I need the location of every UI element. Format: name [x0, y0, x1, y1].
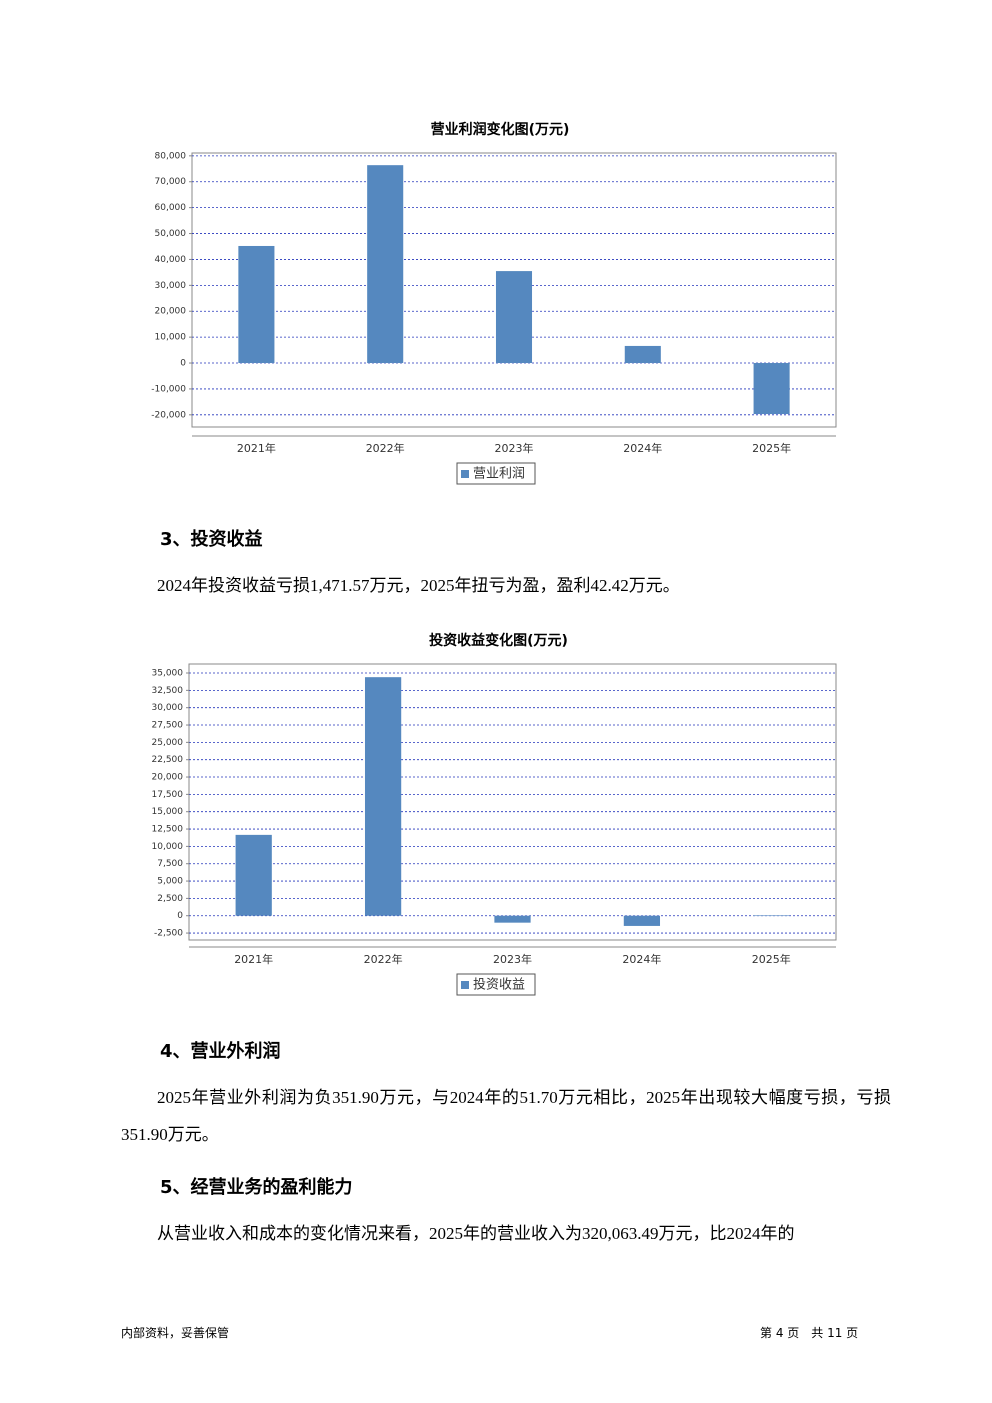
- y-tick-label: 80,000: [155, 151, 187, 161]
- x-tick-label: 2024年: [623, 441, 662, 455]
- x-tick-label: 2021年: [234, 952, 273, 966]
- x-tick-label: 2023年: [493, 952, 532, 966]
- bar: [367, 165, 404, 364]
- y-tick-label: 5,000: [157, 877, 183, 887]
- bar: [623, 915, 661, 926]
- y-tick-label: 40,000: [155, 255, 187, 265]
- paragraph: 从营业收入和成本的变化情况来看，2025年的营业收入为320,063.49万元，…: [157, 1224, 795, 1243]
- y-tick-label: 15,000: [152, 807, 184, 817]
- y-tick-label: 70,000: [155, 177, 187, 187]
- footer-left: 内部资料，妥善保管: [121, 1326, 230, 1340]
- bar: [494, 915, 531, 923]
- paragraph: 2024年投资收益亏损1,471.57万元，2025年扭亏为盈，盈利42.42万…: [157, 576, 680, 595]
- y-tick-label: 27,500: [152, 721, 184, 731]
- x-tick-label: 2024年: [622, 952, 661, 966]
- footer-right: 第 4 页 共 11 页: [760, 1326, 859, 1340]
- section-heading: 3、投资收益: [160, 529, 263, 550]
- y-tick-label: 35,000: [152, 669, 184, 679]
- y-tick-label: 30,000: [155, 281, 187, 291]
- x-tick-label: 2023年: [495, 441, 534, 455]
- x-tick-label: 2025年: [752, 952, 791, 966]
- y-tick-label: 25,000: [152, 738, 184, 748]
- y-tick-label: 10,000: [155, 333, 187, 343]
- y-tick-label: -2,500: [154, 929, 183, 939]
- y-tick-label: 22,500: [152, 755, 184, 765]
- y-tick-label: 17,500: [152, 790, 184, 800]
- x-tick-label: 2025年: [752, 441, 791, 455]
- section-heading: 4、营业外利润: [160, 1041, 281, 1062]
- x-tick-label: 2022年: [366, 441, 405, 455]
- y-tick-label: 2,500: [157, 894, 183, 904]
- legend-swatch: [461, 470, 469, 478]
- bar: [624, 345, 661, 364]
- y-tick-label: 50,000: [155, 229, 187, 239]
- y-tick-label: 20,000: [152, 773, 184, 783]
- legend-box: [456, 973, 536, 996]
- legend-label: 投资收益: [473, 977, 525, 993]
- chart-title: 营业利润变化图(万元): [431, 121, 570, 138]
- legend-label: 营业利润: [473, 467, 525, 482]
- x-tick-label: 2021年: [237, 441, 276, 455]
- y-tick-label: 20,000: [155, 307, 187, 317]
- y-tick-label: 32,500: [152, 686, 184, 696]
- bar: [364, 677, 402, 916]
- y-tick-label: 30,000: [152, 703, 184, 713]
- y-tick-label: 7,500: [157, 859, 183, 869]
- y-tick-label: -20,000: [151, 410, 186, 420]
- y-tick-label: 60,000: [155, 203, 187, 213]
- bar: [753, 363, 790, 415]
- bar: [238, 245, 275, 364]
- bar: [235, 834, 272, 916]
- y-tick-label: 10,000: [152, 842, 184, 852]
- bar: [495, 271, 533, 364]
- y-tick-label: 0: [180, 359, 186, 369]
- y-tick-label: 0: [177, 911, 183, 921]
- y-tick-label: -10,000: [151, 384, 186, 394]
- legend-swatch: [461, 981, 469, 989]
- plot-area: [188, 663, 837, 941]
- x-tick-label: 2022年: [364, 952, 403, 966]
- y-tick-label: 12,500: [152, 825, 184, 835]
- chart-title: 投资收益变化图(万元): [429, 632, 568, 649]
- bar: [753, 915, 790, 917]
- legend-box: [456, 462, 536, 485]
- section-heading: 5、经营业务的盈利能力: [160, 1177, 353, 1198]
- paragraph: 2025年营业外利润为负351.90万元，与2024年的51.70万元相比，20…: [121, 1088, 891, 1144]
